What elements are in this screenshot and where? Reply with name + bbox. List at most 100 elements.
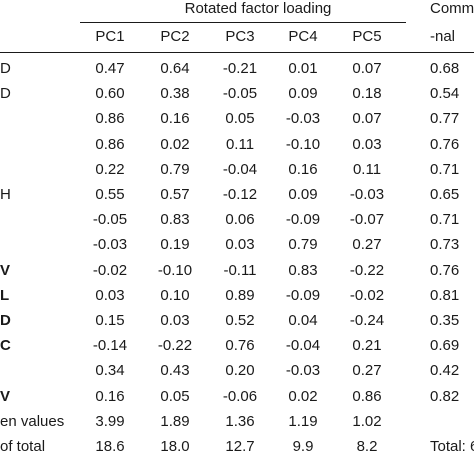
cell-pc3: 12.7 xyxy=(225,438,255,455)
cell-communality: 0.71 xyxy=(430,211,460,229)
cell-pc3: 0.03 xyxy=(225,236,255,254)
table-row: L 0.03 0.10 0.89 -0.09 -0.02 0.81 xyxy=(0,287,474,309)
cell-pc4: 9.9 xyxy=(292,438,314,455)
cell-pc1: 0.22 xyxy=(95,160,125,178)
cell-pc1: -0.14 xyxy=(92,337,128,355)
table-row: D 0.15 0.03 0.52 0.04 -0.24 0.35 xyxy=(0,312,474,334)
cell-pc5: 1.02 xyxy=(352,412,382,430)
cell-communality: 0.71 xyxy=(430,160,460,178)
row-label: V xyxy=(0,387,11,405)
cell-pc1: 0.55 xyxy=(95,186,125,203)
row-label: of total xyxy=(0,438,46,455)
cell-pc2: -0.22 xyxy=(157,337,193,355)
cell-pc2: 0.64 xyxy=(160,60,190,77)
table-row: -0.05 0.83 0.06 -0.09 -0.07 0.71 xyxy=(0,211,474,233)
cell-pc4: 0.09 xyxy=(288,186,318,203)
communality-title: Comm xyxy=(430,0,474,17)
cell-pc4: -0.09 xyxy=(285,211,321,229)
column-header-pc1: PC1 xyxy=(95,28,125,45)
cell-pc1: 0.34 xyxy=(95,362,125,380)
cell-pc2: 0.19 xyxy=(160,236,190,254)
cell-pc2: 1.89 xyxy=(160,412,190,430)
cell-communality: 0.68 xyxy=(430,60,460,77)
cell-pc3: -0.21 xyxy=(222,60,258,77)
cell-pc2: 0.03 xyxy=(160,312,190,329)
cell-communality: 0.65 xyxy=(430,186,460,203)
cell-pc3: -0.11 xyxy=(223,261,257,279)
cell-pc4: -0.03 xyxy=(285,362,321,380)
cell-pc3: 0.05 xyxy=(225,110,255,128)
cell-communality: 0.77 xyxy=(430,110,460,128)
cell-pc5: 8.2 xyxy=(356,438,378,455)
cell-communality: 0.81 xyxy=(430,286,460,304)
cell-pc3: 0.76 xyxy=(225,337,255,355)
cell-communality: 0.69 xyxy=(430,337,460,355)
cell-pc1: 0.60 xyxy=(95,85,125,103)
cell-pc1: 0.03 xyxy=(95,286,125,304)
cell-communality: 0.82 xyxy=(430,387,460,405)
column-header-pc4: PC4 xyxy=(288,28,318,45)
cell-pc5: 0.11 xyxy=(352,160,382,178)
cell-pc5: 0.27 xyxy=(352,236,382,254)
cell-communality: 0.76 xyxy=(430,135,460,153)
table-row: H 0.55 0.57 -0.12 0.09 -0.03 0.65 xyxy=(0,186,474,208)
cell-pc1: 18.6 xyxy=(95,438,125,455)
row-label: D xyxy=(0,312,11,329)
cell-pc5: -0.07 xyxy=(349,211,385,229)
cell-pc3: 0.11 xyxy=(225,135,255,153)
cell-pc4: 0.83 xyxy=(288,261,318,279)
cell-pc5: 0.07 xyxy=(352,60,382,77)
cell-pc4: 0.09 xyxy=(288,85,318,103)
cell-pc5: 0.18 xyxy=(352,85,382,103)
row-label: V xyxy=(0,261,11,279)
cell-pc3: -0.04 xyxy=(222,160,258,178)
row-label: D xyxy=(0,60,11,77)
cell-pc1: 0.16 xyxy=(95,387,125,405)
cell-communality: 0.42 xyxy=(430,362,460,380)
cell-pc2: 0.43 xyxy=(160,362,190,380)
cell-communality: Total: 6 xyxy=(430,438,474,455)
cell-pc4: -0.04 xyxy=(285,337,321,355)
cell-pc5: 0.07 xyxy=(352,110,382,128)
cell-pc1: 3.99 xyxy=(95,412,125,430)
cell-pc3: 0.89 xyxy=(225,286,255,304)
table-row: 0.86 0.02 0.11 -0.10 0.03 0.76 xyxy=(0,136,474,158)
table-row: D 0.47 0.64 -0.21 0.01 0.07 0.68 xyxy=(0,60,474,82)
cell-pc2: 0.02 xyxy=(160,135,190,153)
cell-pc5: 0.27 xyxy=(352,362,382,380)
column-header-pc2: PC2 xyxy=(160,28,190,45)
group-title-rule xyxy=(80,22,406,23)
row-label: H xyxy=(0,186,11,203)
cell-pc2: 0.05 xyxy=(160,387,190,405)
cell-communality: 0.35 xyxy=(430,312,460,329)
cell-pc4: 1.19 xyxy=(288,412,318,430)
cell-pc2: -0.10 xyxy=(157,261,193,279)
table-row: V -0.02 -0.10 -0.11 0.83 -0.22 0.76 xyxy=(0,262,474,284)
cell-pc3: -0.12 xyxy=(222,186,258,203)
cell-pc1: 0.86 xyxy=(95,135,125,153)
cell-pc4: 0.01 xyxy=(288,60,318,77)
cell-pc4: 0.79 xyxy=(288,236,318,254)
cell-pc4: -0.10 xyxy=(285,135,321,153)
table-row: V 0.16 0.05 -0.06 0.02 0.86 0.82 xyxy=(0,388,474,410)
table-header-group: Rotated factor loading Comm xyxy=(0,0,474,22)
table-row: en values 3.99 1.89 1.36 1.19 1.02 xyxy=(0,413,474,435)
cell-pc4: 0.04 xyxy=(288,312,318,329)
table-row: C -0.14 -0.22 0.76 -0.04 0.21 0.69 xyxy=(0,337,474,359)
row-label: en values xyxy=(0,412,65,430)
cell-pc5: 0.21 xyxy=(352,337,382,355)
cell-pc5: -0.03 xyxy=(349,186,385,203)
row-label: L xyxy=(0,286,10,304)
table-header-columns: PC1 PC2 PC3 PC4 PC5 -nal xyxy=(0,28,474,50)
table-row: of total 18.6 18.0 12.7 9.9 8.2 Total: 6 xyxy=(0,438,474,460)
table-row: D 0.60 0.38 -0.05 0.09 0.18 0.54 xyxy=(0,85,474,107)
table-row: 0.22 0.79 -0.04 0.16 0.11 0.71 xyxy=(0,161,474,183)
communality-title-2: -nal xyxy=(430,28,456,45)
cell-pc3: 1.36 xyxy=(225,412,255,430)
cell-communality: 0.73 xyxy=(430,236,460,254)
group-title: Rotated factor loading xyxy=(184,0,332,17)
table-row: 0.86 0.16 0.05 -0.03 0.07 0.77 xyxy=(0,110,474,132)
cell-pc4: -0.03 xyxy=(285,110,321,128)
cell-pc2: 0.10 xyxy=(160,286,190,304)
